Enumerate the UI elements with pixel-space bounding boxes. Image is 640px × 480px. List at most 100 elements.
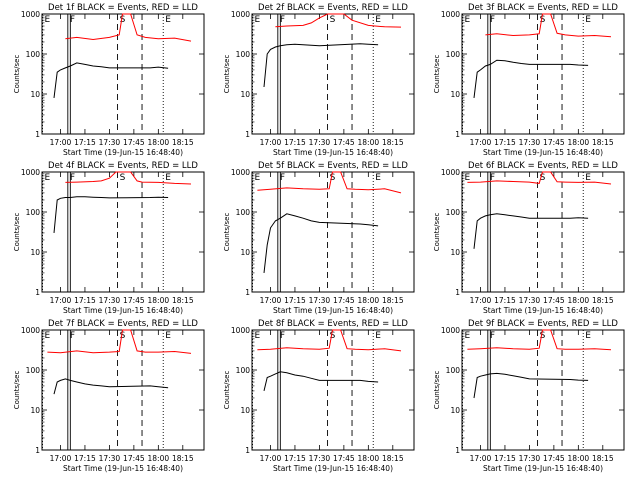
x-tick-label: 17:45 — [123, 296, 145, 305]
marker-label: E — [465, 173, 471, 183]
panel-title: Det 4f BLACK = Events, RED = LLD — [48, 161, 198, 171]
panel-title: Det 8f BLACK = Events, RED = LLD — [258, 319, 408, 329]
y-axis-label: Counts/sec — [223, 213, 231, 252]
panel-title: Det 7f BLACK = Events, RED = LLD — [48, 319, 198, 329]
x-tick-label: 17:30 — [519, 454, 541, 463]
x-axis-label: Start Time (19-Jun-15 16:48:40) — [63, 306, 183, 315]
y-axis-label: Counts/sec — [223, 371, 231, 410]
panel-title: Det 3f BLACK = Events, RED = LLD — [468, 3, 618, 13]
y-tick-label: 1000 — [441, 326, 460, 335]
x-tick-label: 17:15 — [74, 296, 96, 305]
x-tick-label: 17:15 — [284, 454, 306, 463]
x-tick-label: 17:15 — [284, 138, 306, 147]
marker-label: E — [375, 173, 381, 183]
x-tick-label: 18:15 — [172, 138, 194, 147]
marker-label: E — [255, 331, 261, 341]
y-tick-label: 1000 — [21, 168, 40, 177]
x-tick-label: 17:45 — [123, 454, 145, 463]
plot-frame — [41, 329, 205, 451]
series-line-events — [473, 59, 589, 98]
x-tick-label: 18:15 — [592, 454, 614, 463]
y-tick-label: 100 — [236, 208, 251, 217]
x-tick-label: 17:45 — [123, 138, 145, 147]
marker-label: E — [255, 173, 261, 183]
plot-frame — [461, 171, 625, 293]
series-line-events — [263, 371, 379, 392]
x-axis-label: Start Time (19-Jun-15 16:48:40) — [273, 148, 393, 157]
x-tick-label: 17:15 — [494, 454, 516, 463]
y-axis-label: Counts/sec — [433, 55, 441, 94]
marker-label: F — [280, 15, 285, 25]
marker-label: S — [120, 331, 126, 341]
marker-label: S — [330, 331, 336, 341]
y-tick-label: 1 — [35, 288, 40, 297]
y-axis-label: Counts/sec — [13, 371, 21, 410]
x-tick-label: 18:00 — [568, 454, 590, 463]
y-tick-label: 1 — [245, 288, 250, 297]
y-tick-label: 1000 — [231, 326, 250, 335]
y-tick-label: 10 — [450, 406, 460, 415]
x-tick-label: 17:30 — [99, 454, 121, 463]
series-line-events — [263, 43, 379, 88]
x-tick-label: 18:15 — [592, 138, 614, 147]
y-tick-label: 100 — [26, 208, 41, 217]
x-tick-label: 17:00 — [50, 454, 72, 463]
marker-label: E — [585, 173, 591, 183]
series-line-lld — [467, 171, 612, 185]
y-tick-label: 100 — [446, 208, 461, 217]
x-tick-label: 17:45 — [543, 454, 565, 463]
marker-label: E — [165, 173, 171, 183]
x-tick-label: 17:00 — [470, 296, 492, 305]
x-tick-label: 17:45 — [333, 138, 355, 147]
marker-label: E — [165, 15, 171, 25]
marker-label: F — [280, 173, 285, 183]
y-axis-label: Counts/sec — [223, 55, 231, 94]
x-axis-label: Start Time (19-Jun-15 16:48:40) — [483, 306, 603, 315]
y-tick-label: 1 — [245, 446, 250, 455]
y-tick-label: 1 — [245, 130, 250, 139]
marker-label: S — [120, 173, 126, 183]
marker-label: F — [490, 173, 495, 183]
marker-label: S — [540, 15, 546, 25]
marker-label: F — [280, 331, 285, 341]
x-tick-label: 18:15 — [382, 454, 404, 463]
x-axis-label: Start Time (19-Jun-15 16:48:40) — [483, 148, 603, 157]
y-tick-label: 10 — [30, 406, 40, 415]
series-line-events — [53, 196, 169, 233]
y-tick-label: 1000 — [21, 10, 40, 19]
x-tick-label: 17:30 — [519, 138, 541, 147]
plot-frame — [41, 171, 205, 293]
x-tick-label: 17:15 — [74, 454, 96, 463]
y-tick-label: 1 — [35, 130, 40, 139]
x-axis-label: Start Time (19-Jun-15 16:48:40) — [273, 306, 393, 315]
x-tick-label: 17:00 — [260, 138, 282, 147]
y-axis-label: Counts/sec — [13, 55, 21, 94]
x-tick-label: 18:15 — [382, 138, 404, 147]
x-tick-label: 17:15 — [494, 296, 516, 305]
x-tick-label: 18:15 — [172, 296, 194, 305]
x-tick-label: 18:00 — [148, 296, 170, 305]
plot-frame — [461, 13, 625, 135]
marker-label: S — [540, 331, 546, 341]
x-tick-label: 18:15 — [172, 454, 194, 463]
marker-label: S — [120, 15, 126, 25]
series-line-events — [473, 372, 589, 399]
marker-label: E — [465, 331, 471, 341]
x-tick-label: 17:15 — [284, 296, 306, 305]
series-line-lld — [47, 329, 192, 354]
marker-label: S — [540, 173, 546, 183]
y-axis-label: Counts/sec — [433, 213, 441, 252]
panel-title: Det 9f BLACK = Events, RED = LLD — [468, 319, 618, 329]
y-tick-label: 1 — [455, 130, 460, 139]
series-line-lld — [257, 171, 402, 194]
x-tick-label: 18:00 — [358, 454, 380, 463]
y-tick-label: 10 — [450, 90, 460, 99]
x-tick-label: 17:00 — [50, 138, 72, 147]
y-axis-label: Counts/sec — [13, 213, 21, 252]
y-tick-label: 10 — [450, 248, 460, 257]
marker-label: S — [330, 173, 336, 183]
marker-label: F — [490, 331, 495, 341]
plot-frame — [251, 13, 415, 135]
y-tick-label: 1000 — [231, 10, 250, 19]
x-tick-label: 17:00 — [470, 454, 492, 463]
